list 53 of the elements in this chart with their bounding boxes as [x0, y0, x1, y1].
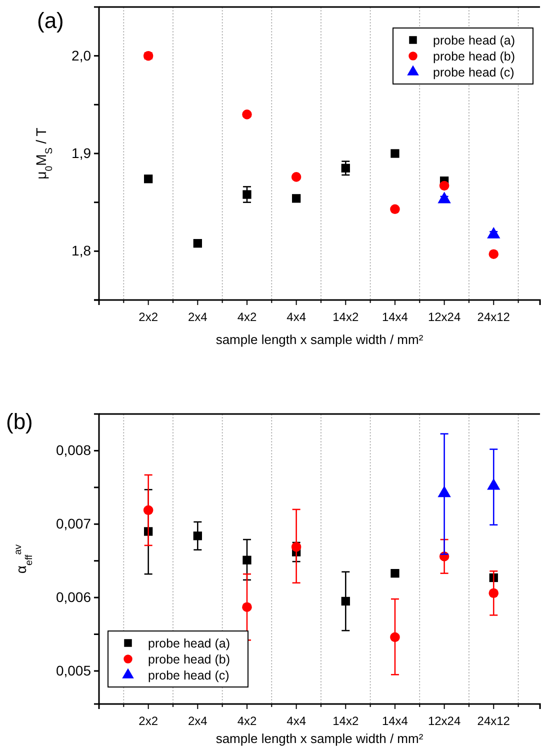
x-axis-title: sample length x sample width / mm²	[216, 731, 424, 746]
point	[193, 532, 202, 540]
legend-label: probe head (c)	[433, 65, 514, 80]
y-tick-label: 0,008	[56, 442, 92, 458]
x-tick-label: 2x4	[188, 714, 208, 728]
point	[488, 588, 499, 598]
point	[390, 632, 400, 642]
legend-label: probe head (a)	[148, 636, 230, 650]
x-tick-label: 12x24	[428, 714, 461, 728]
y-tick-label: 2,0	[72, 47, 92, 64]
x-tick-label: 24x12	[477, 714, 510, 728]
point	[242, 190, 252, 199]
x-tick-label: 2x2	[138, 714, 158, 728]
x-tick-label: 14x4	[382, 714, 408, 728]
legend-label: probe head (b)	[433, 49, 516, 64]
x-tick-label: 2x2	[138, 310, 158, 324]
x-tick-label: 14x2	[332, 310, 359, 324]
x-tick-label: 4x4	[286, 310, 306, 324]
y-tick-label: 0,005	[56, 662, 92, 678]
x-tick-label: 4x4	[286, 714, 306, 728]
y-tick-label: 1,8	[72, 242, 92, 259]
x-tick-label: 24x12	[477, 310, 510, 324]
legend-label: probe head (b)	[148, 652, 230, 666]
point	[292, 194, 301, 203]
point	[390, 568, 400, 578]
chart-title: (b)	[6, 409, 33, 434]
x-tick-label: 14x2	[332, 714, 359, 728]
point	[341, 164, 350, 172]
point	[291, 542, 302, 552]
x-tick-label: 4x2	[237, 310, 257, 324]
legend-label: probe head (c)	[148, 668, 230, 682]
point	[341, 596, 350, 606]
point	[193, 239, 202, 248]
point	[143, 505, 154, 516]
legend-label: probe head (a)	[433, 33, 516, 48]
y-tick-label: 0,007	[56, 516, 92, 532]
point	[291, 172, 302, 182]
x-tick-label: 2x4	[188, 310, 208, 324]
point	[242, 556, 252, 564]
y-tick-label: 0,006	[56, 589, 92, 606]
x-tick-label: 4x2	[237, 714, 257, 728]
point	[488, 249, 499, 259]
point	[390, 149, 400, 158]
chart-title: (a)	[37, 8, 64, 33]
point	[242, 110, 252, 120]
point	[390, 204, 400, 214]
point	[144, 174, 153, 184]
x-tick-label: 14x4	[382, 310, 408, 324]
x-tick-label: 12x24	[428, 310, 461, 324]
point	[242, 602, 252, 612]
y-tick-label: 1,9	[72, 144, 92, 161]
point	[439, 180, 450, 191]
x-axis-title: sample length x sample width / mm²	[216, 332, 424, 347]
